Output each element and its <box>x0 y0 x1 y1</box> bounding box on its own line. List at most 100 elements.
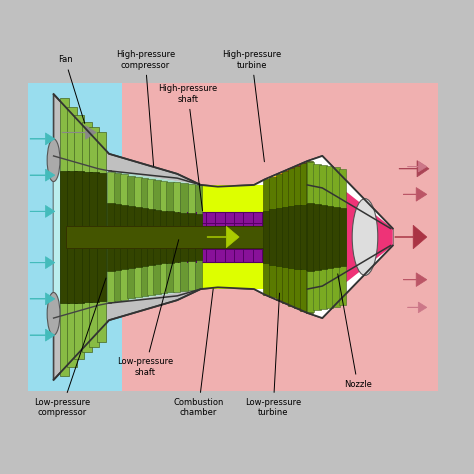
Polygon shape <box>120 174 128 300</box>
Ellipse shape <box>47 139 60 182</box>
FancyArrow shape <box>30 133 55 145</box>
Polygon shape <box>195 213 202 261</box>
Polygon shape <box>282 207 290 267</box>
Polygon shape <box>147 209 155 265</box>
Polygon shape <box>338 169 346 305</box>
Text: Low-pressure
turbine: Low-pressure turbine <box>245 293 301 417</box>
Polygon shape <box>173 212 180 262</box>
Polygon shape <box>319 165 327 309</box>
Polygon shape <box>298 163 304 311</box>
Polygon shape <box>269 210 277 264</box>
Polygon shape <box>166 182 174 292</box>
Ellipse shape <box>47 292 60 335</box>
Polygon shape <box>332 167 340 307</box>
Polygon shape <box>201 185 264 289</box>
Polygon shape <box>332 207 340 267</box>
Polygon shape <box>128 206 135 268</box>
Polygon shape <box>134 177 142 297</box>
Polygon shape <box>326 166 333 308</box>
Polygon shape <box>326 206 333 268</box>
Polygon shape <box>60 171 69 303</box>
Polygon shape <box>173 182 180 292</box>
FancyArrow shape <box>408 302 427 313</box>
Polygon shape <box>180 213 188 261</box>
FancyArrow shape <box>30 293 55 305</box>
Polygon shape <box>188 213 195 261</box>
Polygon shape <box>263 210 271 264</box>
Polygon shape <box>154 210 161 264</box>
Polygon shape <box>109 156 392 318</box>
Polygon shape <box>288 168 295 306</box>
Text: High-pressure
compressor: High-pressure compressor <box>116 50 175 166</box>
Polygon shape <box>74 116 84 358</box>
Polygon shape <box>292 166 298 308</box>
Polygon shape <box>54 156 109 318</box>
Polygon shape <box>90 172 99 302</box>
Text: Low-pressure
shaft: Low-pressure shaft <box>117 240 179 377</box>
Polygon shape <box>300 205 308 269</box>
FancyArrow shape <box>207 227 239 248</box>
Polygon shape <box>67 107 77 367</box>
Polygon shape <box>66 227 310 248</box>
FancyArrow shape <box>408 161 427 172</box>
FancyArrow shape <box>30 256 55 269</box>
Polygon shape <box>107 203 115 271</box>
Polygon shape <box>114 173 121 301</box>
Polygon shape <box>188 184 195 290</box>
Polygon shape <box>82 172 91 302</box>
Polygon shape <box>160 210 167 264</box>
FancyArrow shape <box>62 126 96 139</box>
Polygon shape <box>273 174 280 300</box>
Polygon shape <box>319 205 327 269</box>
Polygon shape <box>134 207 142 267</box>
Polygon shape <box>288 206 295 268</box>
Polygon shape <box>28 83 122 391</box>
Polygon shape <box>300 163 308 311</box>
Polygon shape <box>313 204 320 270</box>
Text: Nozzle: Nozzle <box>338 274 372 389</box>
Polygon shape <box>306 161 313 313</box>
Polygon shape <box>67 171 77 303</box>
Polygon shape <box>120 205 128 269</box>
Polygon shape <box>276 174 283 300</box>
Polygon shape <box>180 183 188 291</box>
FancyArrow shape <box>399 161 429 177</box>
Polygon shape <box>54 94 392 380</box>
Polygon shape <box>307 161 392 313</box>
Polygon shape <box>307 203 314 271</box>
Polygon shape <box>141 178 148 296</box>
FancyArrow shape <box>30 205 55 218</box>
Text: High-pressure
turbine: High-pressure turbine <box>222 50 282 162</box>
Polygon shape <box>267 177 273 297</box>
Polygon shape <box>294 205 301 269</box>
Polygon shape <box>147 179 155 295</box>
Polygon shape <box>263 180 271 295</box>
Polygon shape <box>195 185 202 289</box>
Polygon shape <box>307 162 314 312</box>
Polygon shape <box>107 172 115 302</box>
Polygon shape <box>304 161 310 313</box>
Text: High-pressure
shaft: High-pressure shaft <box>158 84 218 211</box>
Polygon shape <box>166 211 174 263</box>
Polygon shape <box>286 168 292 306</box>
Polygon shape <box>82 122 91 352</box>
Polygon shape <box>338 208 346 266</box>
Text: Low-pressure
compressor: Low-pressure compressor <box>34 278 106 417</box>
FancyArrow shape <box>30 169 55 181</box>
FancyArrow shape <box>403 188 427 201</box>
Text: Fan: Fan <box>58 55 85 123</box>
FancyArrow shape <box>30 329 55 341</box>
Text: Combustion
chamber: Combustion chamber <box>173 289 224 417</box>
Polygon shape <box>306 204 313 270</box>
Polygon shape <box>280 171 286 303</box>
Polygon shape <box>269 177 277 297</box>
Polygon shape <box>74 171 84 303</box>
Polygon shape <box>143 212 264 262</box>
Polygon shape <box>90 128 99 346</box>
Polygon shape <box>141 208 148 266</box>
Polygon shape <box>294 166 301 308</box>
Polygon shape <box>122 83 438 391</box>
Polygon shape <box>276 209 283 265</box>
Polygon shape <box>60 99 69 375</box>
Polygon shape <box>97 133 107 341</box>
